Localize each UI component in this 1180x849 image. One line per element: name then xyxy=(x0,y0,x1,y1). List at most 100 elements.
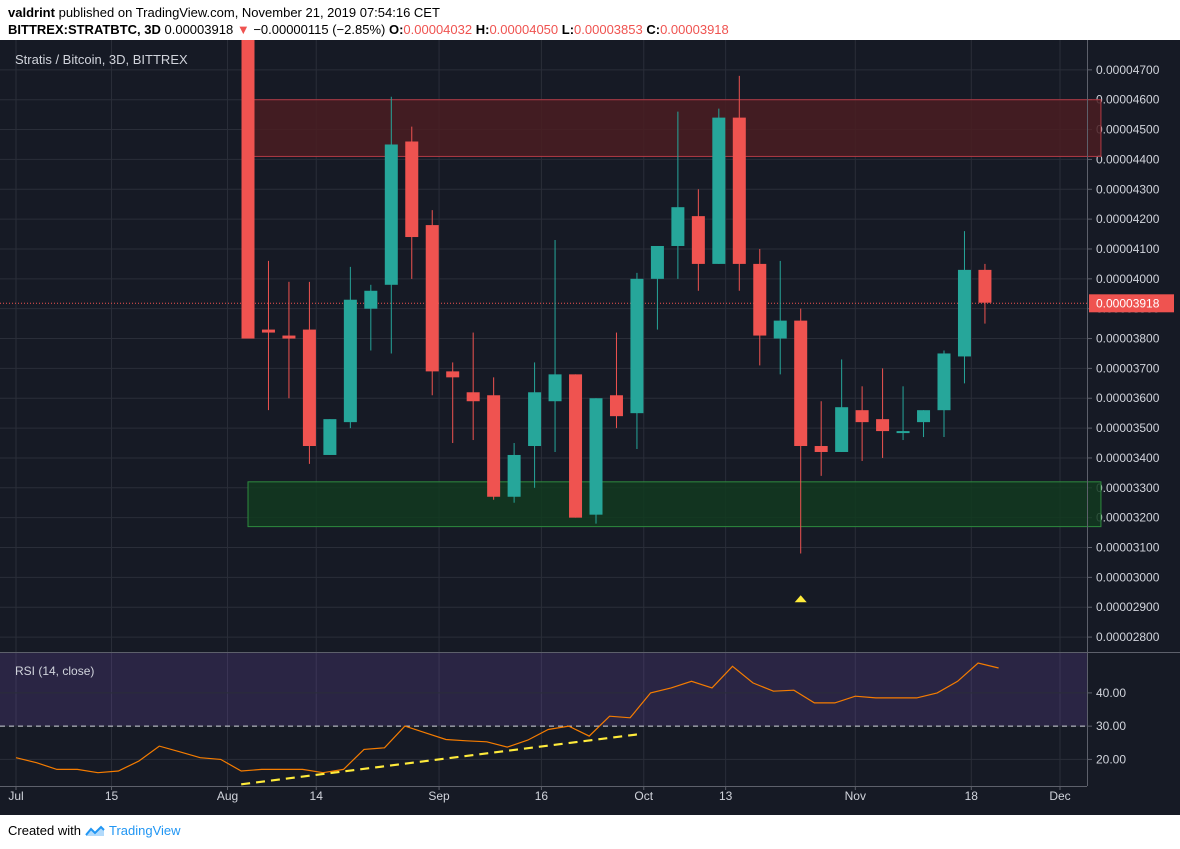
candle-body-up[interactable] xyxy=(630,278,644,414)
created-with-label: Created with xyxy=(8,823,81,838)
candle-body-down[interactable] xyxy=(282,335,296,339)
price-tick-label: 0.00003700 xyxy=(1096,361,1160,375)
time-tick-label: Nov xyxy=(845,789,866,803)
price-tick-label: 0.00003100 xyxy=(1096,541,1160,555)
high-value: 0.00004050 xyxy=(489,22,559,37)
time-tick-label: 16 xyxy=(535,789,549,803)
candle-body-up[interactable] xyxy=(957,269,971,357)
low-value: 0.00003853 xyxy=(574,22,643,37)
resistance-zone xyxy=(247,99,1102,157)
price-tick-label: 0.00004300 xyxy=(1096,182,1160,196)
time-tick-label: 18 xyxy=(965,789,979,803)
candle-body-down[interactable] xyxy=(446,371,460,378)
tradingview-brand-link[interactable]: TradingView xyxy=(108,823,181,838)
candles-group xyxy=(241,40,992,554)
rsi-band xyxy=(0,653,1087,727)
open-value: 0.00004032 xyxy=(403,22,473,37)
candle-body-up[interactable] xyxy=(528,392,542,447)
candle-body-up[interactable] xyxy=(343,299,357,423)
support-zone xyxy=(247,481,1102,528)
high-label: H: xyxy=(475,22,490,37)
close-label: C: xyxy=(646,22,661,37)
quote-line: BITTREX:STRATBTC, 3D 0.00003918 ▼ −0.000… xyxy=(8,22,729,39)
published-info: published on TradingView.com, November 2… xyxy=(58,5,440,20)
low-label: L: xyxy=(561,22,575,37)
candle-body-down[interactable] xyxy=(732,117,746,264)
rsi-tick-label: 30.00 xyxy=(1096,719,1126,733)
candle-body-down[interactable] xyxy=(261,329,275,333)
symbol-label: BITTREX:STRATBTC, 3D xyxy=(8,22,161,37)
price-tick-label: 0.00004200 xyxy=(1096,212,1160,226)
candle-body-down[interactable] xyxy=(425,225,439,372)
candle-body-down[interactable] xyxy=(753,263,767,336)
price-tick-label: 0.00003300 xyxy=(1096,481,1160,495)
candle-body-down[interactable] xyxy=(814,446,828,452)
time-tick-label: 14 xyxy=(310,789,324,803)
candle-body-down[interactable] xyxy=(855,410,869,423)
price-tick-label: 0.00004000 xyxy=(1096,272,1160,286)
price-tick-label: 0.00002900 xyxy=(1096,600,1160,614)
candle-body-up[interactable] xyxy=(773,320,787,339)
time-tick-label: Sep xyxy=(428,789,450,803)
chart-title: Stratis / Bitcoin, 3D, BITTREX xyxy=(15,52,188,67)
candle-body-up[interactable] xyxy=(364,290,378,309)
time-tick-label: Aug xyxy=(217,789,238,803)
tradingview-logo-icon xyxy=(85,825,105,836)
price-change: −0.00000115 (−2.85%) xyxy=(253,22,386,37)
price-tick-label: 0.00003400 xyxy=(1096,451,1160,465)
candle-body-up[interactable] xyxy=(712,117,726,264)
candle-body-up[interactable] xyxy=(323,419,337,455)
candle-body-down[interactable] xyxy=(405,141,419,238)
price-tick-label: 0.00004600 xyxy=(1096,93,1160,107)
open-label: O: xyxy=(388,22,404,37)
publisher-line: valdrint published on TradingView.com, N… xyxy=(8,5,440,22)
rsi-tick-label: 20.00 xyxy=(1096,752,1126,766)
price-tick-label: 0.00003800 xyxy=(1096,332,1160,346)
rsi-title: RSI (14, close) xyxy=(15,664,94,678)
candle-body-down[interactable] xyxy=(691,216,705,264)
candle-body-up[interactable] xyxy=(507,454,521,497)
candle-body-up[interactable] xyxy=(835,407,849,452)
close-value: 0.00003918 xyxy=(660,22,729,37)
price-tick-label: 0.00003000 xyxy=(1096,570,1160,584)
candle-body-down[interactable] xyxy=(302,329,316,447)
price-tick-label: 0.00003200 xyxy=(1096,511,1160,525)
time-tick-label: Dec xyxy=(1049,789,1070,803)
candle-body-up[interactable] xyxy=(548,374,562,402)
price-tick-label: 0.00002800 xyxy=(1096,630,1160,644)
candle-body-down[interactable] xyxy=(978,269,992,303)
candle-body-down[interactable] xyxy=(466,392,480,402)
candle-body-down[interactable] xyxy=(609,395,623,417)
candle-body-up[interactable] xyxy=(384,144,398,285)
candle-body-down[interactable] xyxy=(876,419,890,432)
candle-body-down[interactable] xyxy=(487,395,501,497)
time-tick-label: 15 xyxy=(105,789,119,803)
price-tick-label: 0.00004700 xyxy=(1096,63,1160,77)
candle-body-down[interactable] xyxy=(794,320,808,447)
time-tick-label: Jul xyxy=(8,789,23,803)
candle-body-up[interactable] xyxy=(937,353,951,411)
candle-body-up[interactable] xyxy=(917,410,931,423)
rsi-tick-label: 40.00 xyxy=(1096,686,1126,700)
rsi-trendline xyxy=(241,733,638,786)
last-price-badge-label: 0.00003918 xyxy=(1096,296,1160,310)
down-arrow-icon: ▼ xyxy=(236,22,250,37)
candle-body-up[interactable] xyxy=(650,245,664,279)
rsi-series-line xyxy=(15,662,999,774)
price-tick-label: 0.00004100 xyxy=(1096,242,1160,256)
candle-body-down[interactable] xyxy=(569,374,583,518)
time-tick-label: Oct xyxy=(634,789,653,803)
chart-svg[interactable]: 0.00002800 0.00002900 0.00003000 0.00003100… xyxy=(0,40,1180,815)
signal-marker-icon xyxy=(794,595,807,603)
price-tick-label: 0.00004400 xyxy=(1096,152,1160,166)
price-tick-label: 0.00003600 xyxy=(1096,391,1160,405)
price-tick-label: 0.00004500 xyxy=(1096,123,1160,137)
last-price-badge xyxy=(1089,294,1174,313)
candle-body-up[interactable] xyxy=(671,207,685,246)
candle-body-down[interactable] xyxy=(241,40,255,339)
footer: Created with TradingView xyxy=(8,823,181,838)
author-name[interactable]: valdrint xyxy=(8,5,55,20)
candle-body-up[interactable] xyxy=(896,431,910,434)
last-price: 0.00003918 xyxy=(164,22,234,37)
candle-body-up[interactable] xyxy=(589,398,603,515)
